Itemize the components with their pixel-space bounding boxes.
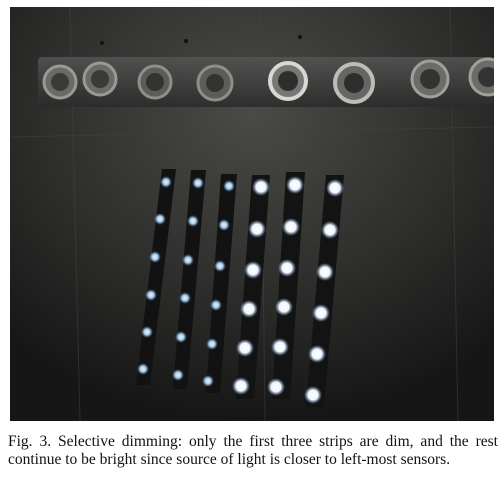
led-strip-3 <box>202 174 237 393</box>
led-strip-1-leds <box>137 176 172 375</box>
led-strip-5-leds <box>267 176 304 396</box>
figure-caption: Fig. 3. Selective dimming: only the firs… <box>8 433 498 468</box>
sensor-1 <box>42 61 118 100</box>
led-strip-4 <box>232 175 270 399</box>
led-strips <box>136 169 344 407</box>
sensor-3 <box>268 61 375 104</box>
led-strip-5 <box>267 172 305 399</box>
sensor-2 <box>137 64 234 102</box>
led-strip-photo <box>10 7 494 421</box>
wall-marks <box>100 35 302 45</box>
led-strip-4-leds <box>232 178 270 395</box>
sensor-4 <box>410 57 494 99</box>
led-strip-2-leds <box>172 177 204 381</box>
led-strip-6-leds <box>304 179 344 404</box>
led-strip-3-leds <box>202 180 235 387</box>
photo-figure <box>10 7 494 421</box>
led-strip-1 <box>136 169 176 385</box>
sensor-row <box>38 57 494 107</box>
led-strip-2 <box>172 170 206 389</box>
led-strip-6 <box>304 175 344 407</box>
